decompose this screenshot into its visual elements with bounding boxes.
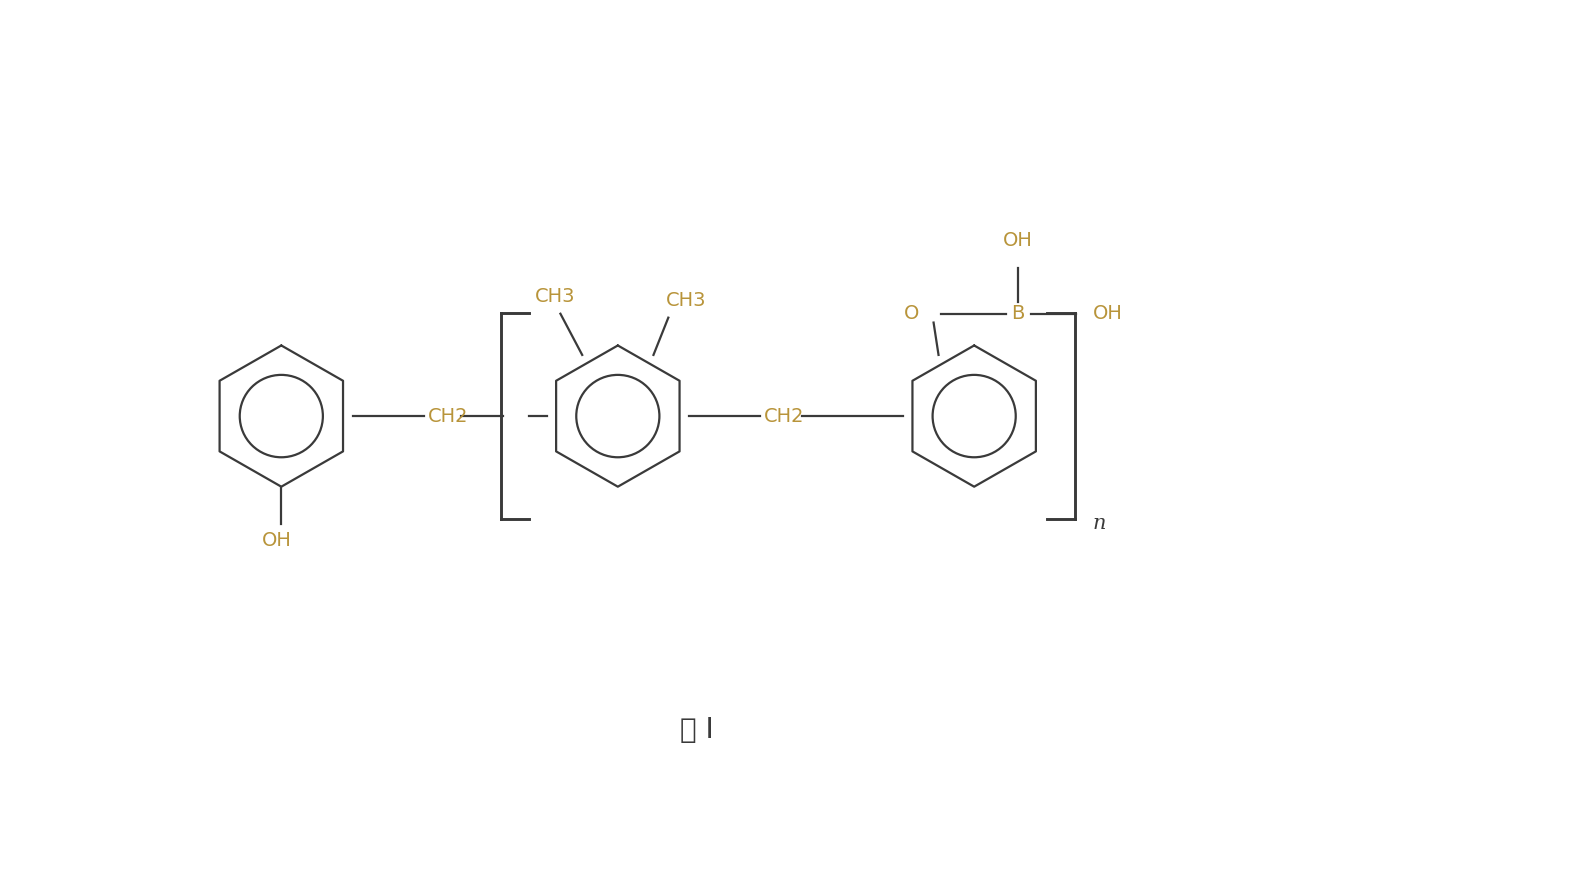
Text: CH2: CH2 — [428, 406, 468, 426]
Text: CH2: CH2 — [764, 406, 806, 426]
Text: CH3: CH3 — [535, 287, 576, 306]
Text: 式 I: 式 I — [680, 715, 713, 744]
Text: CH3: CH3 — [665, 290, 707, 310]
Text: OH: OH — [1094, 304, 1122, 323]
Text: O: O — [904, 304, 920, 323]
Text: n: n — [1094, 514, 1106, 533]
Text: OH: OH — [261, 531, 291, 550]
Text: OH: OH — [1003, 231, 1033, 250]
Text: B: B — [1011, 304, 1024, 323]
